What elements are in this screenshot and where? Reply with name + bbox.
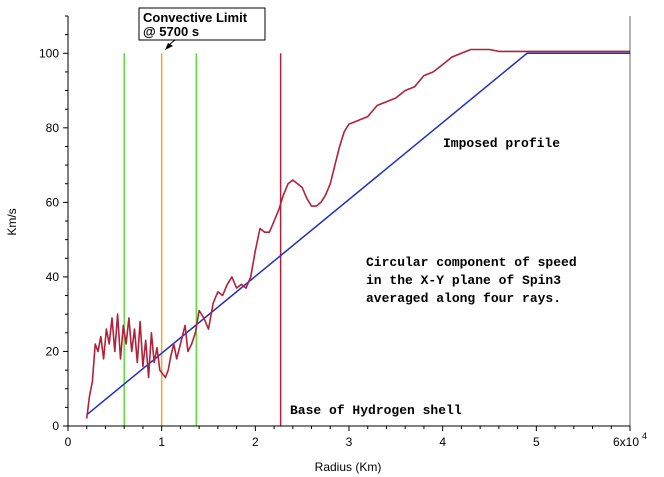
x-ticks: 0 1 2 3 4 5 6x10 4: [65, 426, 647, 449]
y-axis-label: Km/s: [5, 208, 19, 235]
convective-limit-arrow-icon: [165, 43, 173, 50]
convective-limit-label: Convective Limit: [143, 10, 248, 25]
y-tick-label: 40: [46, 270, 60, 284]
plot-area: [85, 48, 630, 426]
x-tick-label: 6x10: [613, 435, 639, 449]
circular-component-label-1: Circular component of speed: [366, 255, 577, 270]
x-axis-label: Radius (Km): [315, 460, 382, 474]
imposed-profile-line: [86, 52, 630, 416]
convective-limit-box: [138, 7, 266, 41]
convective-limit-time: @ 5700 s: [143, 24, 199, 39]
x-tick-label: 5: [533, 435, 540, 449]
x-tick-label: 0: [65, 435, 72, 449]
y-tick-label: 20: [46, 344, 60, 358]
y-ticks: 0 20 40 60 80 100: [39, 15, 68, 433]
circular-component-label-3: averaged along four rays.: [366, 291, 561, 306]
x-tick-exponent: 4: [642, 431, 647, 441]
y-tick-label: 0: [52, 419, 59, 433]
x-tick-label: 4: [439, 435, 446, 449]
y-tick-label: 100: [39, 46, 59, 60]
x-tick-label: 2: [252, 435, 259, 449]
y-tick-label: 60: [46, 195, 60, 209]
x-tick-label: 3: [346, 435, 353, 449]
imposed-profile-label: Imposed profile: [443, 136, 560, 151]
circular-speed-line: [85, 48, 630, 419]
base-hydrogen-shell-label: Base of Hydrogen shell: [290, 403, 462, 418]
x-tick-label: 1: [158, 435, 165, 449]
circular-component-label-2: in the X-Y plane of Spin3: [366, 273, 561, 288]
convective-limit-arrow-stem: [169, 39, 176, 45]
y-tick-label: 80: [46, 121, 60, 135]
